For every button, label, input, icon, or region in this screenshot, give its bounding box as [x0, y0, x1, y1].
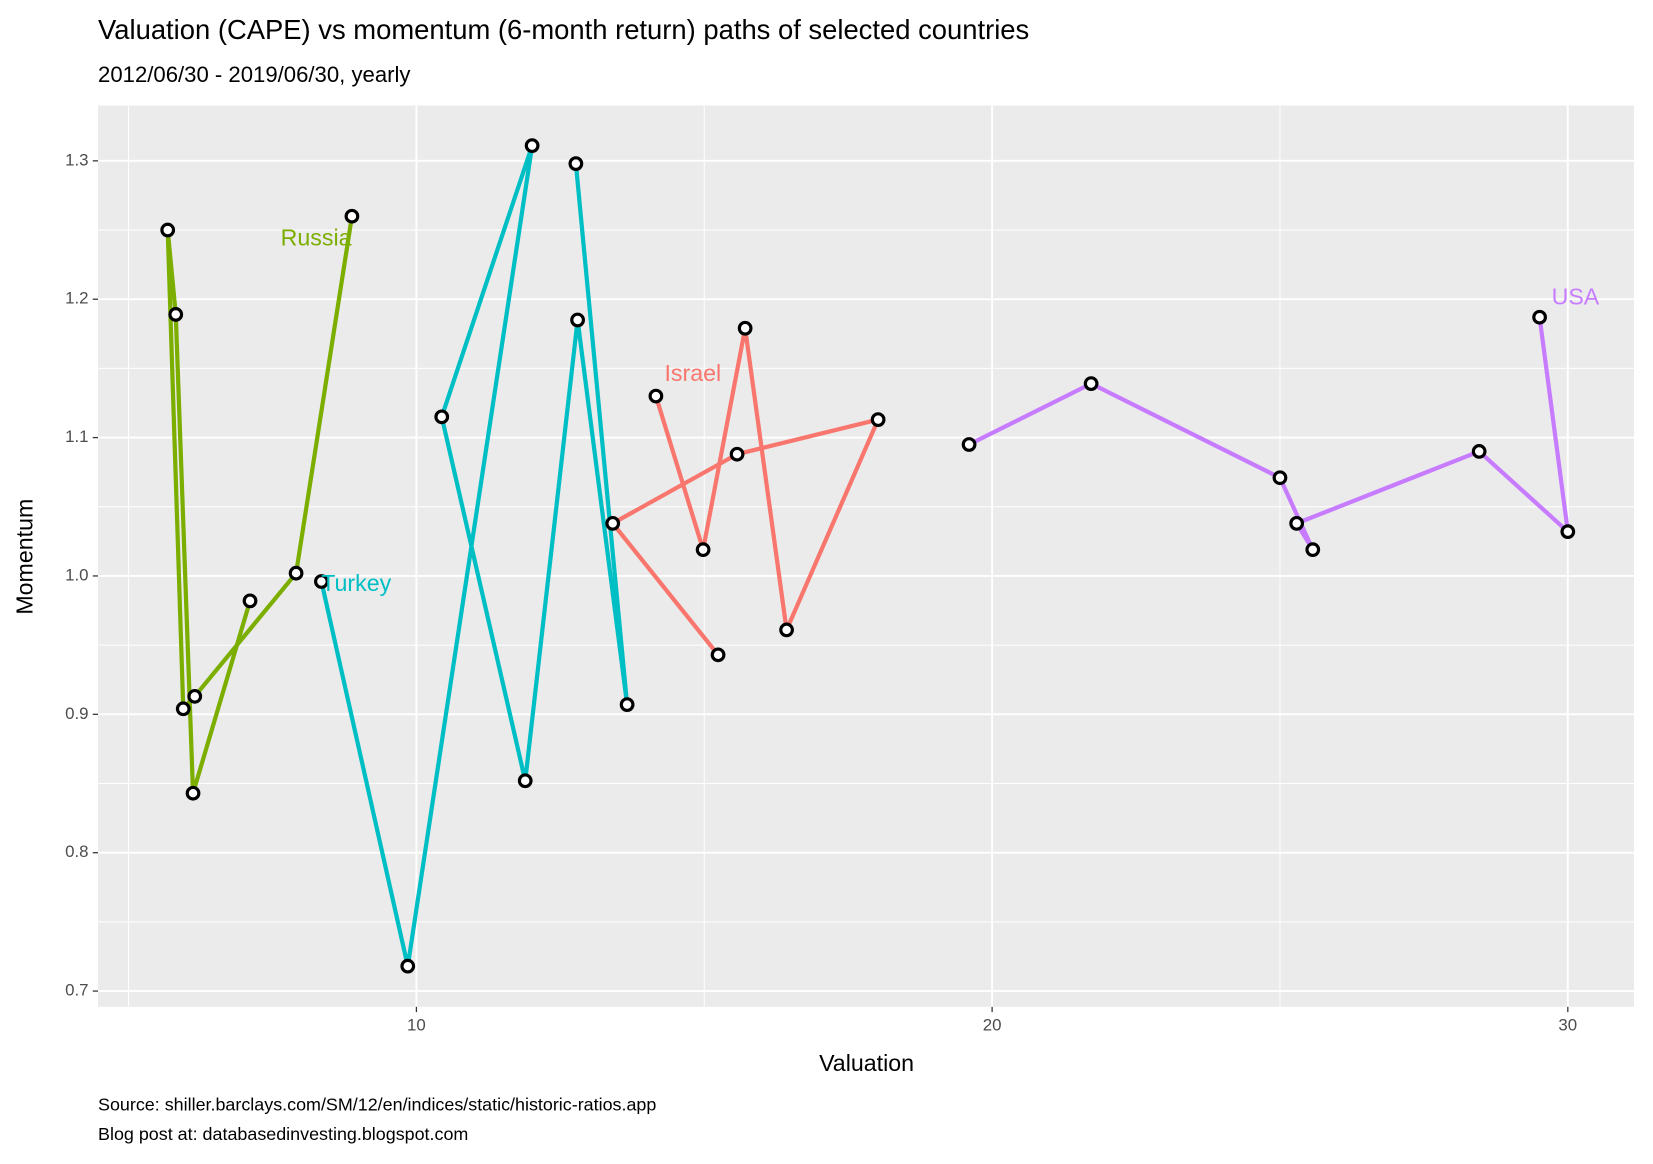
data-point: [961, 437, 977, 452]
caption-line: Source: shiller.barclays.com/SM/12/en/in…: [98, 1095, 656, 1115]
y-tick-label: 0.8: [65, 842, 88, 861]
series-line: [610, 326, 881, 657]
x-tick-label: 10: [407, 1015, 426, 1034]
data-point: [648, 388, 664, 404]
data-point: [1272, 470, 1288, 486]
data-point: [242, 593, 258, 609]
data-point: [568, 156, 584, 171]
series-label: Israel: [664, 360, 721, 386]
data-point: [737, 320, 753, 336]
data-point: [1560, 524, 1576, 540]
data-point: [695, 542, 711, 558]
data-point: [517, 773, 533, 789]
data-point: [314, 574, 329, 589]
series-label: USA: [1552, 283, 1600, 309]
x-axis-label: Valuation: [819, 1050, 914, 1076]
data-point: [288, 565, 304, 581]
data-point: [344, 208, 360, 224]
data-point: [570, 312, 585, 328]
data-point: [168, 307, 184, 322]
x-tick-label: 30: [1558, 1015, 1577, 1034]
plot-background: [98, 105, 1635, 1007]
data-point: [619, 697, 635, 713]
data-point: [175, 701, 191, 717]
data-point: [185, 785, 201, 801]
data-point: [1305, 542, 1321, 558]
data-point: [160, 222, 176, 238]
data-point: [710, 647, 726, 663]
chart-title: Valuation (CAPE) vs momentum (6-month re…: [98, 14, 1029, 45]
y-axis-label: Momentum: [11, 499, 37, 615]
series-line: [165, 215, 355, 796]
data-point: [1532, 309, 1547, 325]
data-point: [1289, 515, 1305, 531]
data-point: [400, 958, 416, 974]
y-tick-label: 1.1: [65, 427, 88, 446]
series-line: [319, 143, 630, 969]
chart-subtitle: 2012/06/30 - 2019/06/30, yearly: [98, 62, 411, 87]
data-point: [729, 446, 745, 462]
y-tick-label: 1.2: [65, 289, 88, 308]
y-tick-label: 1.3: [65, 150, 88, 169]
series-label: Turkey: [321, 570, 391, 596]
y-tick-label: 1.0: [65, 565, 88, 584]
series-line: [968, 316, 1570, 552]
data-point: [605, 515, 621, 531]
caption-line: Blog post at: databasedinvesting.blogspo…: [98, 1124, 468, 1144]
x-tick-label: 20: [983, 1015, 1002, 1034]
y-tick-label: 0.7: [65, 981, 88, 1000]
data-point: [434, 409, 450, 425]
data-point: [1471, 444, 1487, 459]
data-point: [1083, 376, 1099, 392]
y-tick-label: 0.9: [65, 704, 88, 723]
data-point: [187, 688, 203, 704]
data-point: [779, 622, 794, 638]
data-point: [524, 138, 540, 154]
series-label: Russia: [281, 225, 352, 251]
data-point: [870, 412, 886, 427]
